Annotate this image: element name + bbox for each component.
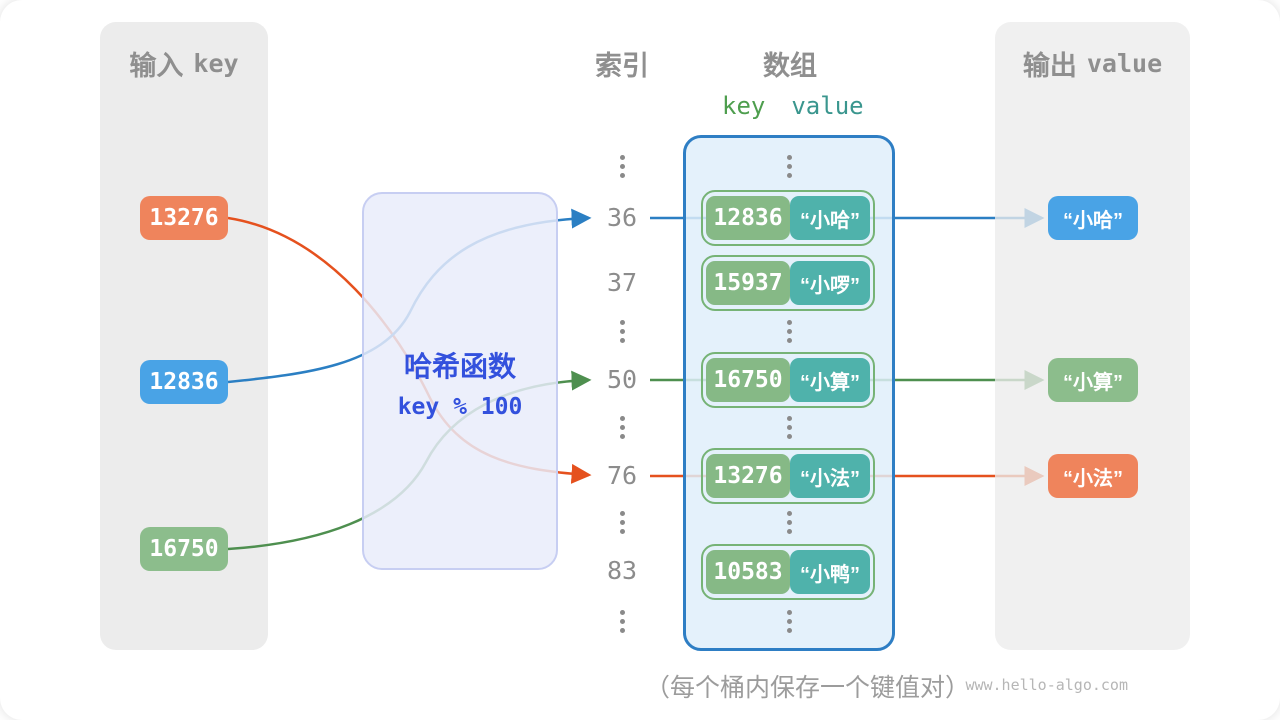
bucket-value: “小法” (790, 454, 870, 498)
bucket-key: 15937 (706, 261, 790, 305)
index-ellipsis (618, 416, 626, 439)
index-ellipsis (618, 511, 626, 534)
array-ellipsis (785, 416, 793, 439)
value-header-label: value (791, 92, 864, 120)
output-title-latin: value (1086, 49, 1163, 78)
key-header-label: key (722, 92, 766, 120)
bucket-key: 13276 (706, 454, 790, 498)
bucket-index-36: 12836 “小哈” (701, 190, 875, 246)
bucket-value: “小啰” (790, 261, 870, 305)
bucket-value: “小哈” (790, 196, 870, 240)
input-key-13276: 13276 (140, 196, 228, 240)
bucket-key: 12836 (706, 196, 790, 240)
array-kv-header: key value (722, 92, 864, 120)
array-ellipsis (785, 610, 793, 633)
index-50: 50 (606, 365, 638, 394)
caption: （每个桶内保存一个键值对） (645, 674, 971, 702)
bucket-index-76: 13276 “小法” (701, 448, 875, 504)
bucket-value: “小鸭” (790, 550, 870, 594)
bucket-value: “小算” (790, 358, 870, 402)
output-value-panel (995, 22, 1190, 650)
bucket-index-83: 10583 “小鸭” (701, 544, 875, 600)
bucket-index-50: 16750 “小算” (701, 352, 875, 408)
array-ellipsis (785, 511, 793, 534)
index-column-title: 索引 (595, 51, 649, 81)
array-ellipsis (785, 320, 793, 343)
index-83: 83 (606, 556, 638, 585)
input-key-12836: 12836 (140, 360, 228, 404)
index-ellipsis (618, 155, 626, 178)
input-panel-title: 输入 key (100, 44, 268, 83)
input-title-latin: key (193, 49, 239, 78)
array-ellipsis (785, 155, 793, 178)
hash-function-title: 哈希函数 (403, 351, 516, 382)
array-panel-title: 数组 (763, 51, 817, 81)
output-value-xiaofa: “小法” (1048, 454, 1138, 498)
input-title-zh: 输入 (129, 51, 184, 81)
hash-function-formula: key % 100 (397, 394, 523, 420)
index-36: 36 (606, 203, 638, 232)
output-title-zh: 输出 (1022, 51, 1077, 81)
index-ellipsis (618, 320, 626, 343)
output-value-xiaoha: “小哈” (1048, 196, 1138, 240)
watermark: www.hello-algo.com (965, 676, 1128, 694)
bucket-key: 16750 (706, 358, 790, 402)
output-value-xiaosuan: “小算” (1048, 358, 1138, 402)
index-ellipsis (618, 610, 626, 633)
output-panel-title: 输出 value (995, 44, 1190, 83)
bucket-key: 10583 (706, 550, 790, 594)
input-key-16750: 16750 (140, 527, 228, 571)
bucket-index-37: 15937 “小啰” (701, 255, 875, 311)
index-76: 76 (606, 461, 638, 490)
index-37: 37 (606, 268, 638, 297)
